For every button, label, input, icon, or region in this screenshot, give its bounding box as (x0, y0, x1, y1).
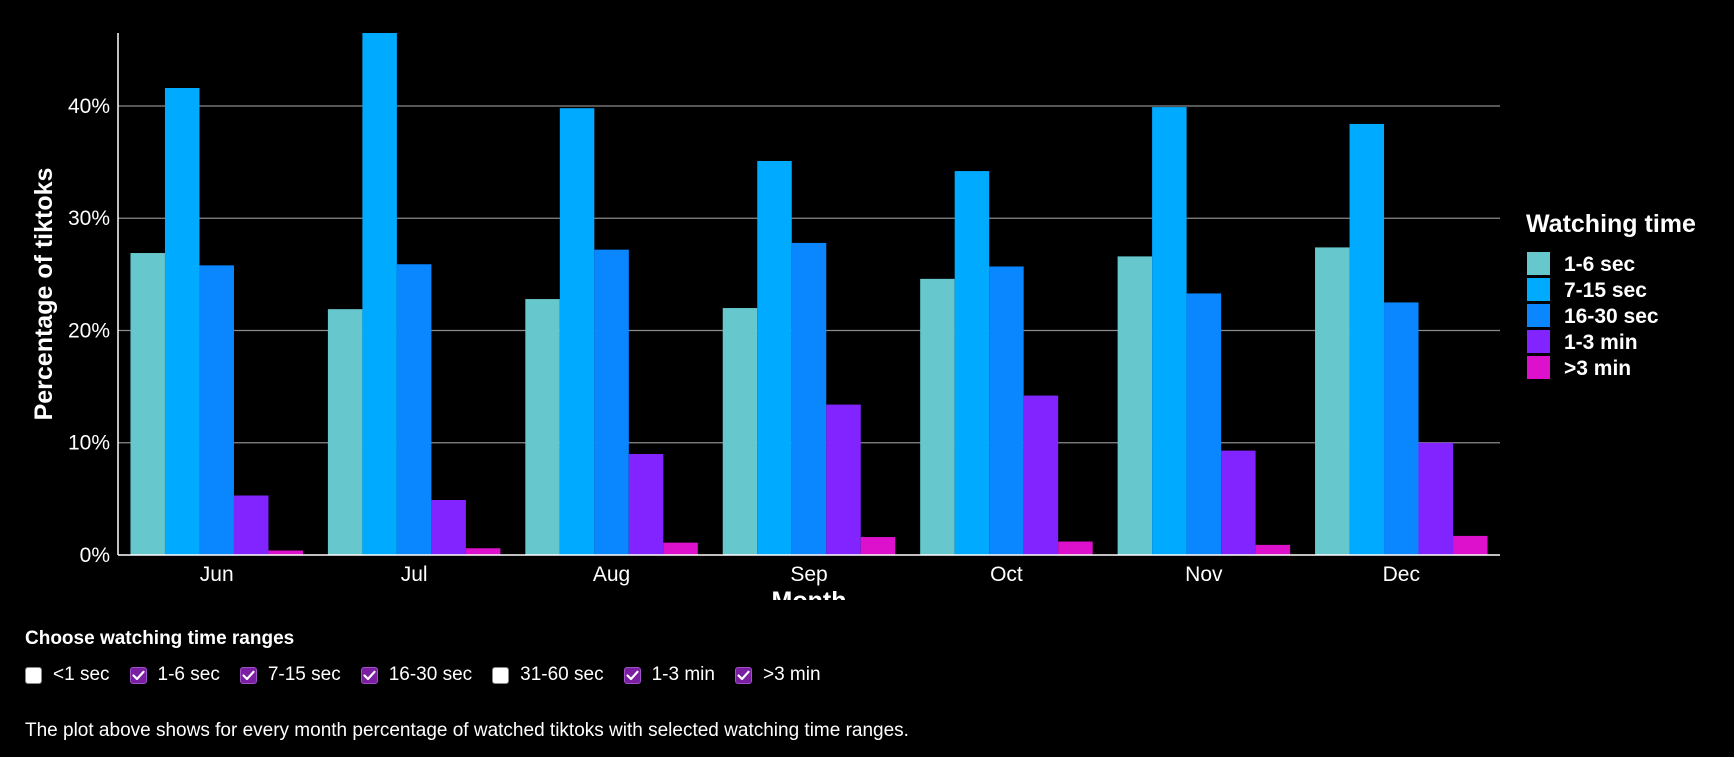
x-tick-label: Aug (593, 563, 630, 586)
bar (954, 171, 990, 555)
x-axis-title: Month (772, 587, 847, 600)
legend-swatch (1527, 304, 1550, 327)
legend-swatch (1527, 252, 1550, 275)
bar (1453, 535, 1488, 555)
checkbox-group: <1 sec 1-6 sec 7-15 sec 16-30 sec 31-60 sec 1… (25, 662, 841, 688)
bar (757, 160, 792, 556)
x-tick-label: Dec (1383, 563, 1420, 586)
legend-label: >3 min (1564, 357, 1631, 380)
checkbox-checked[interactable] (734, 666, 752, 684)
bar (327, 309, 363, 555)
x-tick-label: Sep (790, 563, 827, 586)
check-icon (131, 670, 145, 680)
legend-label: 16-30 sec (1564, 305, 1659, 328)
y-tick-label: 0% (80, 544, 110, 567)
legend-label: 1-3 min (1564, 331, 1638, 354)
legend-swatch (1527, 330, 1550, 353)
checkbox-label: 31-60 sec (520, 664, 604, 685)
bar (233, 495, 269, 555)
checkbox-checked[interactable] (239, 666, 257, 684)
check-icon (626, 670, 639, 680)
y-tick-label: 30% (68, 207, 110, 230)
legend-title: Watching time (1526, 210, 1696, 238)
check-icon (242, 670, 255, 680)
bar (1418, 442, 1454, 555)
checkbox-option[interactable]: <1 sec (25, 664, 110, 686)
time-range-controls: Choose watching time ranges <1 sec 1-6 se… (25, 628, 841, 688)
checkbox-option[interactable]: 31-60 sec (492, 664, 604, 686)
bar (1384, 302, 1419, 555)
checkbox-label: 1-6 sec (157, 664, 220, 685)
checkbox-option[interactable]: 1-3 min (623, 664, 715, 686)
bar (164, 88, 200, 555)
plot-description: The plot above shows for every month per… (25, 720, 909, 741)
bar (559, 108, 595, 556)
checkbox-checked[interactable] (360, 666, 378, 684)
bar (989, 266, 1024, 555)
check-icon (737, 670, 750, 680)
bar (396, 264, 432, 555)
bar (1152, 107, 1187, 555)
legend-swatch (1527, 356, 1550, 379)
checkbox-label: >3 min (762, 664, 821, 685)
bar (1117, 256, 1153, 555)
legend-label: 1-6 sec (1564, 253, 1636, 276)
checkbox-label: 1-3 min (651, 664, 715, 685)
legend-swatch (1527, 278, 1550, 301)
checkbox-option[interactable]: 16-30 sec (360, 664, 473, 686)
x-tick-label: Oct (990, 563, 1023, 586)
bar (663, 542, 698, 555)
x-tick-label: Nov (1185, 563, 1223, 586)
bar (594, 249, 629, 555)
checkbox-checked[interactable] (623, 666, 641, 684)
x-tick-label: Jun (200, 563, 234, 586)
checkbox-label: 7-15 sec (267, 664, 341, 685)
bar (628, 453, 664, 555)
legend-label: 7-15 sec (1564, 279, 1647, 302)
checkbox-label: <1 sec (53, 664, 110, 685)
bar (1221, 450, 1256, 555)
bar (431, 499, 466, 555)
checkbox-unchecked[interactable] (492, 666, 510, 684)
bar (1023, 395, 1059, 555)
bar-chart: 0% 10% 20% 30% 40% Jun Jul Aug Sep Oct Nov Dec Month… (30, 33, 1696, 600)
bar (791, 242, 827, 555)
bar (722, 308, 758, 555)
bar (362, 33, 397, 555)
checkbox-option[interactable]: 1-6 sec (129, 664, 220, 686)
bar (525, 299, 560, 555)
checkbox-option[interactable]: 7-15 sec (239, 664, 341, 686)
bar (1349, 123, 1385, 556)
y-tick-label: 20% (68, 319, 110, 342)
bar (860, 537, 896, 555)
bar (268, 550, 303, 555)
x-tick-label: Jul (401, 563, 428, 586)
checkbox-label: 16-30 sec (388, 664, 473, 685)
checkbox-unchecked[interactable] (25, 666, 42, 684)
check-icon (363, 670, 376, 680)
y-axis-title: Percentage of tiktoks (30, 168, 58, 421)
checkbox-option[interactable]: >3 min (734, 664, 821, 686)
bar (920, 278, 955, 555)
checkbox-checked[interactable] (129, 666, 147, 684)
bar (1255, 544, 1291, 555)
bar (1058, 541, 1093, 555)
bar (130, 253, 165, 555)
bar (826, 404, 861, 555)
y-tick-label: 40% (68, 95, 110, 118)
bar (1186, 293, 1222, 555)
bar (1315, 247, 1350, 555)
controls-title: Choose watching time ranges (25, 628, 295, 649)
bar (465, 548, 501, 555)
bar (199, 265, 234, 555)
y-tick-label: 10% (68, 432, 110, 455)
